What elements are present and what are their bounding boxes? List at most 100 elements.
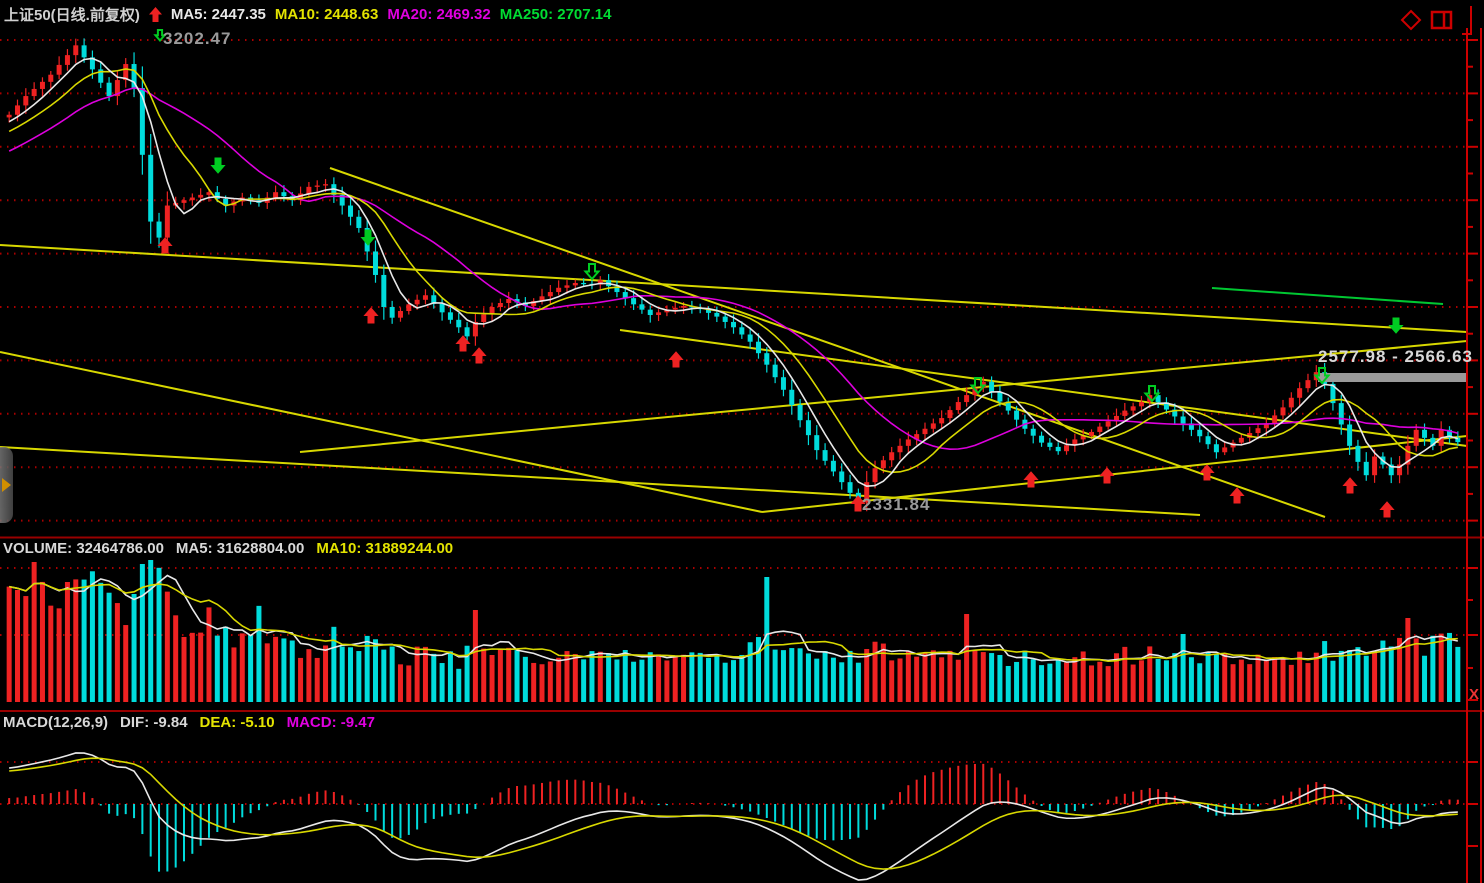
ma5-line [8,57,1459,488]
volume-bar [1080,651,1086,702]
volume-bar [1380,640,1386,702]
trendline [0,351,763,513]
candle-body [747,334,753,342]
volume-bar [1072,657,1078,702]
volume-bar [381,649,387,702]
volume-bar [481,648,487,702]
volume-bar [1297,651,1303,702]
volume-bar [231,647,237,702]
candle-body [581,282,587,285]
volume-bar [1405,618,1411,702]
volume-bar [1089,665,1095,702]
up-arrow-icon [148,6,162,22]
volume-bar [747,642,753,702]
volume-bar [814,658,820,702]
volume-bar [389,646,395,702]
buy-arrow-icon [471,347,487,364]
volume-bar [1122,646,1128,702]
candle-body [1180,416,1186,424]
close-indicator-button[interactable]: X [1469,686,1480,703]
candle-body [214,192,220,199]
candle-body [1222,447,1228,453]
volume-bar [106,592,112,702]
volume-bar [830,657,836,702]
volume-bar [1213,653,1219,702]
candle-body [406,304,412,312]
volume-bar [1180,634,1186,702]
candle-body [1355,445,1361,462]
candle-body [1280,407,1286,416]
macd-layer [8,752,1459,881]
volume-bar [348,647,354,702]
candle-body [964,395,970,403]
candle-body [131,64,137,89]
volume-bar [1397,637,1403,702]
volume-bar [797,648,803,702]
volume-bar [506,647,512,702]
candle-body [1405,445,1411,465]
volume-bar [780,650,786,702]
volume-bar [880,643,886,702]
volume-bar [939,657,945,702]
volume-bar [1372,651,1378,702]
volume-bar [1014,661,1020,702]
volume-bar [472,610,478,702]
ma20-line [8,87,1459,450]
volume-bar [397,664,403,702]
volume-bar [1363,655,1369,702]
volume-bar [89,571,95,702]
volume-bar [323,645,329,702]
candle-body [114,80,120,97]
ma20-value: MA20: 2469.32 [387,5,491,23]
volume-bar [897,658,903,702]
candle-body [647,309,653,316]
low-price-label: 2331.84 [862,495,931,514]
split-window-icon[interactable] [1430,9,1454,31]
candle-body [506,298,512,303]
volume-bar [223,626,229,702]
volume-bar [872,641,878,702]
candle-body [880,460,886,469]
candle-body [148,154,154,222]
volume-bar [73,579,79,702]
sell-arrow-icon [210,157,226,174]
trendline [329,167,1326,518]
volume-bar [356,651,362,702]
candle-body [839,471,845,483]
candle-body [223,198,229,206]
candle-body [597,280,603,285]
volume-bar [681,654,687,702]
candle-body [181,200,187,203]
volume-bar [664,660,670,702]
volume-bar [1188,657,1194,702]
volume-bar [1347,649,1353,702]
sell-arrow-icon [969,377,987,395]
candle-body [1422,429,1428,438]
candle-body [989,381,995,393]
volume-bar [23,596,29,702]
sidebar-expander-tab[interactable] [0,447,13,523]
volume-ma10-value: MA10: 31889244.00 [316,540,454,557]
candle-body [456,319,462,328]
volume-bar [123,625,129,702]
volume-bar [1272,657,1278,702]
volume-bar [539,664,545,702]
volume-bar [148,560,154,702]
volume-bar [314,657,320,702]
volume-bar [256,605,262,702]
ma250-line [1211,287,1444,305]
candle-body [1047,442,1053,447]
volume-bar [139,564,145,702]
candle-body [6,114,12,118]
candle-body [847,482,853,493]
diamond-icon[interactable] [1400,9,1422,31]
candle-body [805,420,811,436]
candle-body [106,82,112,97]
volume-bar [431,653,437,702]
volume-bar [1322,641,1328,702]
volume-value: VOLUME: 32464786.00 [3,540,164,557]
candle-body [472,321,478,337]
candle-body [1197,429,1203,437]
volume-bar [514,650,520,702]
